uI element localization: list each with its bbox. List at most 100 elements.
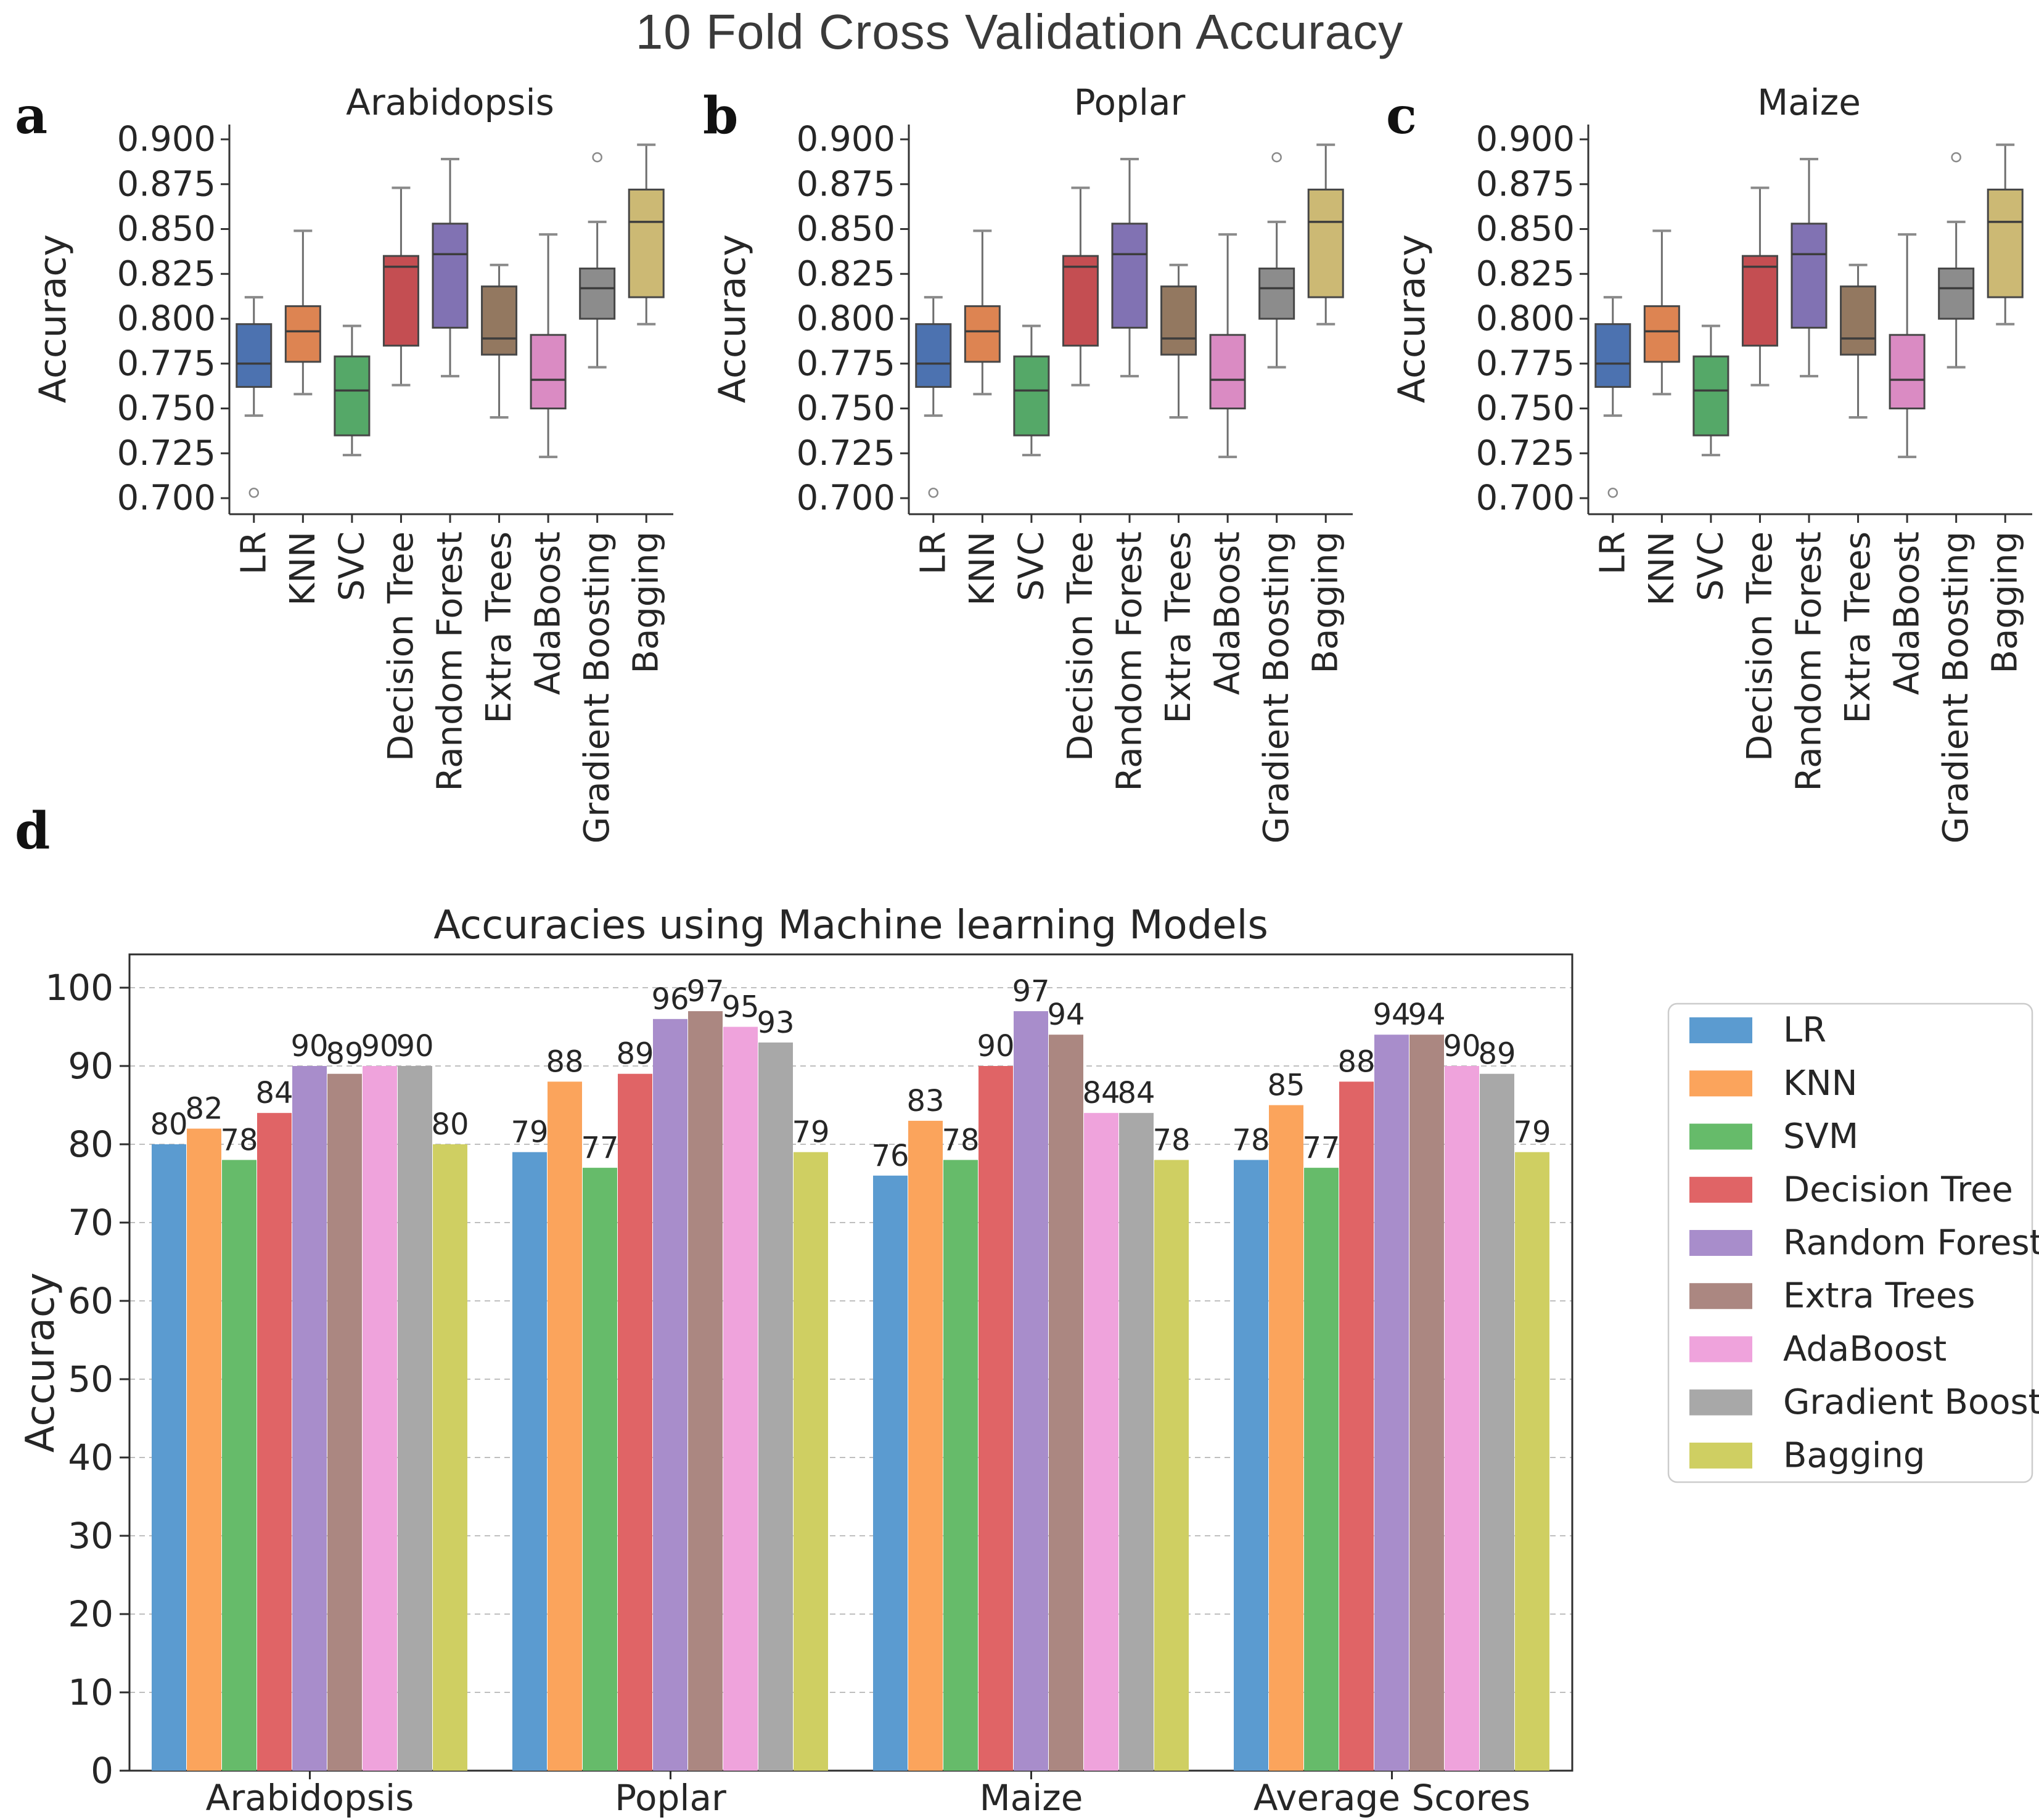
y-tick-label: 0.900 bbox=[1476, 120, 1575, 160]
box bbox=[915, 323, 952, 388]
box bbox=[481, 285, 518, 356]
bar-value-label: 90 bbox=[290, 1029, 328, 1064]
group-label: Arabidopsis bbox=[206, 1777, 414, 1819]
y-tick-label: 0.700 bbox=[797, 478, 895, 519]
x-tick-label: Bagging bbox=[626, 531, 667, 673]
box bbox=[1987, 188, 2024, 298]
y-tick-label: 0.850 bbox=[797, 209, 895, 249]
bar-value-label: 78 bbox=[1232, 1123, 1270, 1157]
bar-random-forest bbox=[1374, 1035, 1409, 1771]
box-group-knn bbox=[1643, 229, 1680, 396]
box bbox=[1594, 323, 1631, 388]
bar-lr bbox=[1234, 1160, 1268, 1771]
legend-swatch-random-forest bbox=[1689, 1230, 1752, 1256]
bar-bagging bbox=[433, 1144, 467, 1771]
bar-lr bbox=[873, 1175, 908, 1771]
bar-gradient-boost bbox=[758, 1042, 793, 1771]
bar-bagging bbox=[1154, 1160, 1189, 1771]
box-group-gradient-boosting bbox=[1938, 152, 1975, 369]
box bbox=[236, 323, 273, 388]
box bbox=[1013, 355, 1050, 437]
box-group-extra-trees bbox=[1160, 263, 1197, 419]
y-tick-label: 80 bbox=[68, 1123, 113, 1165]
legend-swatch-bagging bbox=[1689, 1442, 1752, 1469]
group-label: Poplar bbox=[615, 1777, 726, 1819]
bar-value-label: 96 bbox=[651, 982, 689, 1017]
bar-value-label: 78 bbox=[1152, 1123, 1190, 1157]
box-group-decision-tree bbox=[1741, 186, 1778, 387]
y-tick-label: 0.725 bbox=[797, 433, 895, 473]
bar-value-label: 79 bbox=[511, 1115, 548, 1150]
legend-swatch-gradient-boost bbox=[1689, 1389, 1752, 1416]
box-group-gradient-boosting bbox=[579, 152, 616, 369]
bar-knn bbox=[908, 1120, 943, 1771]
barchart-panel: Accuracies using Machine learning Models… bbox=[18, 903, 2039, 1819]
bar-value-label: 78 bbox=[942, 1123, 979, 1157]
box-group-knn bbox=[964, 229, 1001, 396]
panel-letter-d: d bbox=[15, 801, 51, 861]
bar-extra-trees bbox=[1049, 1035, 1083, 1771]
legend-swatch-svm bbox=[1689, 1123, 1752, 1150]
box bbox=[1741, 255, 1778, 347]
y-tick-label: 0.875 bbox=[797, 164, 895, 204]
legend-box bbox=[1667, 1002, 2033, 1483]
bar-svm bbox=[583, 1168, 617, 1771]
bar-value-label: 83 bbox=[906, 1084, 944, 1118]
bar-extra-trees bbox=[327, 1073, 362, 1771]
bar-value-label: 88 bbox=[546, 1044, 583, 1079]
x-tick-label: Random Forest bbox=[430, 531, 470, 792]
box-group-bagging bbox=[628, 143, 665, 326]
bar-bagging bbox=[1515, 1152, 1549, 1771]
box-group-adaboost bbox=[1889, 233, 1926, 459]
bar-lr bbox=[512, 1152, 547, 1771]
box-group-adaboost bbox=[530, 233, 567, 459]
x-tick-label: KNN bbox=[283, 531, 323, 606]
outlier-point bbox=[1271, 152, 1282, 163]
bar-adaboost bbox=[363, 1066, 397, 1771]
x-tick-label: LR bbox=[1593, 531, 1633, 575]
outlier-point bbox=[1607, 488, 1618, 498]
legend-label: Gradient Boost bbox=[1783, 1382, 2039, 1422]
legend-swatch-decision-tree bbox=[1689, 1176, 1752, 1203]
bar-value-label: 77 bbox=[1302, 1131, 1340, 1165]
y-axis-label: Accuracy bbox=[1390, 234, 1434, 403]
bar-value-label: 84 bbox=[255, 1076, 293, 1110]
x-tick-label: LR bbox=[913, 531, 953, 575]
bar-svm bbox=[943, 1160, 978, 1771]
bar-value-label: 95 bbox=[721, 990, 759, 1025]
x-tick-label: Random Forest bbox=[1110, 531, 1150, 792]
box-group-lr bbox=[1594, 296, 1631, 498]
y-tick-label: 0.825 bbox=[797, 254, 895, 294]
bar-gradient-boost bbox=[1119, 1113, 1154, 1771]
x-tick-label: AdaBoost bbox=[1887, 531, 1927, 695]
y-tick-label: 0.775 bbox=[117, 343, 216, 383]
boxplot-panel-arabidopsis: ArabidopsisAccuracy0.7000.7250.7500.7750… bbox=[31, 81, 673, 843]
panel-title: Poplar bbox=[1074, 81, 1186, 123]
box-group-bagging bbox=[1307, 143, 1344, 326]
box bbox=[579, 268, 616, 320]
bar-gradient-boost bbox=[398, 1066, 432, 1771]
bar-adaboost bbox=[1445, 1066, 1479, 1771]
x-tick-label: Bagging bbox=[1306, 531, 1346, 673]
legend-swatch-knn bbox=[1689, 1070, 1752, 1097]
box bbox=[1938, 268, 1975, 320]
box bbox=[1643, 305, 1680, 363]
y-tick-label: 60 bbox=[68, 1280, 113, 1322]
bar-value-label: 94 bbox=[1372, 998, 1410, 1032]
bar-value-label: 80 bbox=[431, 1107, 469, 1142]
x-tick-label: Extra Trees bbox=[1159, 531, 1199, 723]
bar-value-label: 77 bbox=[581, 1131, 618, 1165]
box bbox=[1791, 223, 1828, 329]
box bbox=[1258, 268, 1295, 320]
bar-extra-trees bbox=[688, 1011, 723, 1771]
bar-value-label: 90 bbox=[396, 1029, 433, 1064]
y-tick-label: 0.875 bbox=[117, 164, 216, 204]
y-tick-label: 0.900 bbox=[797, 120, 895, 160]
outlier-point bbox=[928, 488, 939, 498]
x-tick-label: Gradient Boosting bbox=[1936, 531, 1976, 843]
box-group-extra-trees bbox=[1840, 263, 1877, 419]
legend-swatch-extra-trees bbox=[1689, 1283, 1752, 1310]
x-tick-label: Gradient Boosting bbox=[577, 531, 617, 843]
